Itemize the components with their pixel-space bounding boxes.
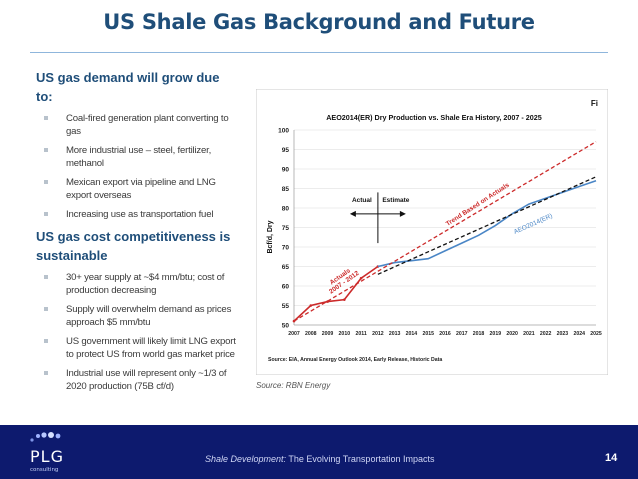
demand-bullet-list: Coal-fired generation plant converting t…	[36, 112, 236, 221]
footer-title-italic: Shale Development:	[205, 454, 287, 464]
bullet-panel: US gas demand will grow due to: Coal-fir…	[36, 68, 236, 399]
cost-bullet-list: 30+ year supply at ~$4 mm/btu; cost of p…	[36, 271, 236, 393]
grid-lines	[293, 129, 596, 326]
y-tick-label: 55	[282, 303, 290, 310]
y-tick-label: 100	[278, 127, 289, 134]
bullet-item: Coal-fired generation plant converting t…	[36, 112, 236, 138]
y-tick-label: 75	[282, 225, 290, 232]
y-tick-labels: 50 55 60 65 70 75 80 85 90 95 100	[278, 127, 289, 329]
chart-title: AEO2014(ER) Dry Production vs. Shale Era…	[326, 113, 542, 122]
x-tick-label: 2014	[406, 331, 418, 337]
x-tick-label: 2008	[305, 331, 317, 337]
chart-frame	[255, 88, 609, 376]
bullet-item: More industrial use – steel, fertilizer,…	[36, 144, 236, 170]
chart-svg: Fi AEO2014(ER) Dry Production vs. Shale …	[255, 88, 609, 376]
bullet-item: Industrial use will represent only ~1/3 …	[36, 367, 236, 393]
y-tick-label: 80	[282, 205, 290, 212]
x-tick-label: 2022	[540, 331, 552, 337]
logo-dot	[41, 432, 47, 438]
demand-heading: US gas demand will grow due to:	[36, 70, 220, 104]
bullet-item: Mexican export via pipeline and LNG expo…	[36, 176, 236, 202]
x-tick-label: 2011	[355, 331, 366, 337]
bullet-item: 30+ year supply at ~$4 mm/btu; cost of p…	[36, 271, 236, 297]
y-axis-label: Bcf/d, Dry	[267, 220, 274, 253]
chart-source: Source: EIA, Annual Energy Outlook 2014,…	[268, 357, 442, 363]
y-tick-label: 95	[282, 147, 290, 154]
bullet-item: Supply will overwhelm demand as prices a…	[36, 303, 236, 329]
bullet-item: Increasing use as transportation fuel	[36, 208, 236, 221]
series-line	[377, 176, 597, 275]
logo-wordmark: PLG	[30, 447, 64, 466]
logo-dot	[55, 433, 61, 439]
logo-subtext: consulting	[30, 467, 58, 473]
y-tick-label: 65	[282, 264, 290, 271]
bullet-item: US government will likely limit LNG expo…	[36, 335, 236, 361]
page-number: 14	[605, 452, 618, 464]
footer-bar	[0, 425, 638, 479]
x-tick-label: 2021	[523, 331, 535, 337]
left-arrow-icon	[349, 210, 356, 217]
x-tick-label: 2015	[422, 331, 434, 337]
x-tick-label: 2024	[573, 331, 585, 337]
production-chart: Fi AEO2014(ER) Dry Production vs. Shale …	[255, 88, 609, 376]
cost-heading: US gas cost competitiveness is sustainab…	[36, 229, 231, 263]
estimate-label: Estimate	[382, 197, 409, 204]
x-tick-label: 2020	[506, 331, 518, 337]
x-tick-label: 2018	[473, 331, 485, 337]
x-tick-label: 2017	[456, 331, 468, 337]
series-line	[293, 141, 597, 322]
logo-dot	[36, 434, 40, 438]
title-divider	[30, 52, 608, 53]
plg-logo: PLG consulting	[30, 432, 64, 473]
slide-title: US Shale Gas Background and Future	[103, 10, 535, 34]
chart-corner-label: Fi	[591, 99, 598, 108]
x-tick-label: 2019	[490, 331, 502, 337]
x-tick-labels: 2007 2008 2009 2010 2011 2012 2013 2014 2015 2016…	[288, 331, 602, 337]
y-tick-label: 50	[282, 322, 290, 329]
y-tick-label: 90	[282, 166, 290, 173]
x-tick-label: 2010	[339, 331, 351, 337]
source-note: Source: RBN Energy	[256, 381, 331, 390]
x-tick-label: 2009	[322, 331, 334, 337]
series-point	[343, 298, 346, 301]
x-tick-label: 2013	[389, 331, 401, 337]
right-arrow-icon	[399, 210, 406, 217]
logo-dot	[30, 438, 34, 442]
x-tick-label: 2016	[439, 331, 451, 337]
y-tick-label: 85	[282, 186, 290, 193]
x-tick-label: 2023	[557, 331, 569, 337]
x-tick-label: 2007	[288, 331, 300, 337]
y-tick-label: 60	[282, 283, 290, 290]
actual-label: Actual	[352, 197, 372, 204]
footer-title: Shale Development: The Evolving Transpor…	[205, 454, 434, 464]
y-tick-label: 70	[282, 244, 290, 251]
footer-title-rest: The Evolving Transportation Impacts	[286, 454, 435, 464]
series-line	[293, 265, 379, 322]
series-point	[309, 304, 313, 307]
x-tick-label: 2012	[372, 331, 384, 337]
logo-dot	[48, 432, 54, 438]
x-tick-label: 2025	[590, 331, 602, 337]
series-lines	[292, 141, 597, 323]
series-point	[359, 276, 363, 280]
